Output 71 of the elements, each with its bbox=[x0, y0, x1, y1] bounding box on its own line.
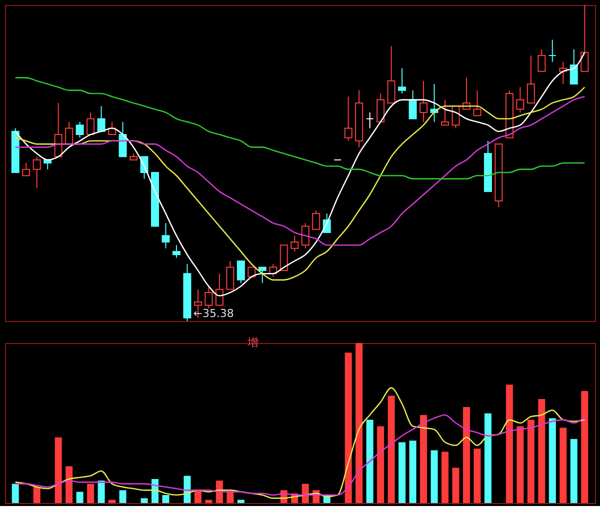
candlestick bbox=[366, 112, 374, 129]
candlestick bbox=[398, 68, 406, 94]
bar bbox=[462, 407, 470, 503]
bar bbox=[484, 413, 492, 503]
candlestick bbox=[408, 90, 417, 120]
bar bbox=[377, 426, 384, 503]
candlestick bbox=[162, 222, 170, 249]
bar bbox=[344, 352, 352, 503]
bar bbox=[442, 452, 448, 503]
candlestick bbox=[420, 80, 428, 122]
bar bbox=[76, 492, 84, 503]
bar bbox=[302, 484, 309, 503]
bar bbox=[119, 490, 126, 503]
bar bbox=[538, 399, 546, 503]
bar bbox=[452, 468, 460, 503]
candlestick bbox=[441, 99, 449, 126]
bar bbox=[237, 500, 244, 503]
candlestick bbox=[290, 235, 299, 252]
candlestick bbox=[516, 86, 524, 113]
bar bbox=[388, 396, 395, 503]
candlestick bbox=[301, 222, 310, 249]
candlestick bbox=[97, 106, 106, 132]
bar bbox=[527, 420, 534, 503]
candlestick bbox=[22, 162, 30, 176]
bar bbox=[140, 498, 148, 503]
bar bbox=[430, 450, 438, 503]
candlestick bbox=[236, 260, 245, 284]
candlestick bbox=[548, 39, 556, 62]
bar bbox=[33, 487, 40, 503]
candlestick bbox=[538, 48, 546, 72]
bar bbox=[226, 492, 234, 503]
bar bbox=[66, 466, 73, 503]
candlestick bbox=[172, 244, 180, 258]
candlestick bbox=[387, 46, 396, 104]
bar bbox=[356, 343, 363, 503]
bar bbox=[398, 442, 406, 503]
bar bbox=[560, 428, 567, 503]
bar bbox=[570, 439, 578, 503]
candlestick bbox=[76, 121, 84, 138]
bar bbox=[420, 415, 428, 503]
candlestick bbox=[204, 286, 213, 309]
candlestick bbox=[526, 55, 535, 104]
candlestick bbox=[32, 156, 41, 189]
bar bbox=[108, 500, 116, 503]
annotation: 增 bbox=[246, 336, 258, 349]
bar bbox=[366, 420, 374, 503]
bar bbox=[205, 500, 212, 503]
bar bbox=[516, 426, 524, 503]
candlestick bbox=[226, 260, 234, 290]
bar bbox=[581, 391, 588, 503]
candlestick bbox=[65, 121, 74, 145]
bar bbox=[162, 495, 170, 503]
candlestick bbox=[570, 48, 578, 84]
candlestick bbox=[258, 266, 266, 284]
candlestick bbox=[86, 112, 95, 136]
bar bbox=[474, 448, 481, 503]
bar bbox=[12, 484, 19, 503]
candlestick bbox=[215, 273, 224, 306]
candlestick bbox=[473, 90, 482, 116]
candlestick bbox=[580, 4, 589, 72]
bar bbox=[87, 484, 94, 503]
candlestick bbox=[54, 102, 62, 158]
candlestick bbox=[344, 96, 352, 142]
bar bbox=[506, 384, 513, 503]
bar bbox=[409, 440, 416, 503]
candlestick bbox=[376, 92, 385, 122]
bar bbox=[54, 437, 62, 503]
candlestick bbox=[312, 210, 320, 230]
bar bbox=[548, 418, 556, 503]
bar bbox=[194, 490, 202, 503]
bar bbox=[98, 480, 105, 503]
